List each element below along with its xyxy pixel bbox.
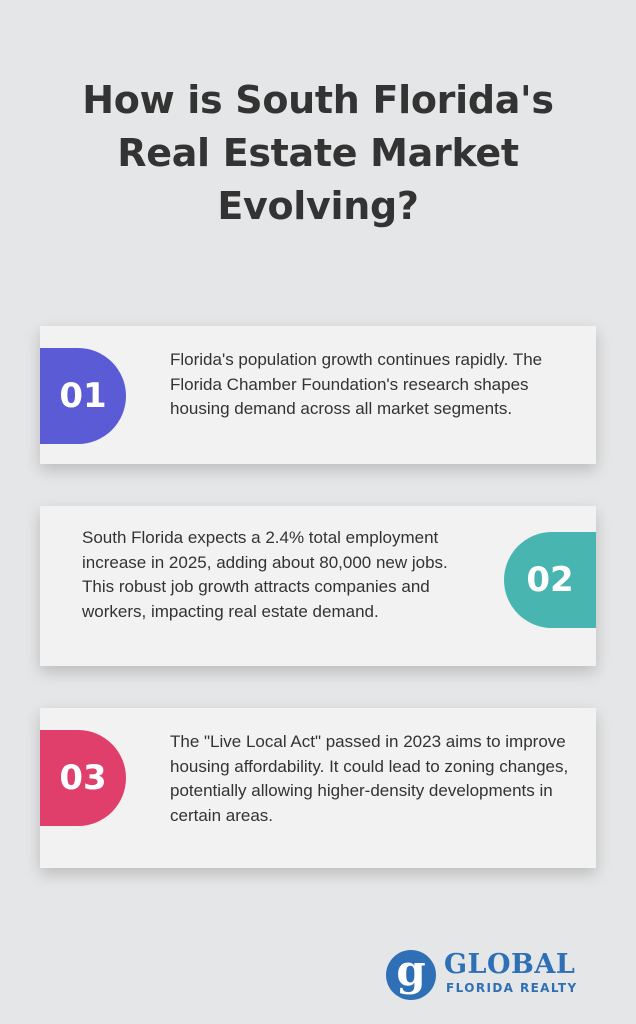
title-line-3: Evolving? — [217, 184, 419, 228]
number-badge-3: 03 — [40, 730, 126, 826]
card-text-3: The "Live Local Act" passed in 2023 aims… — [170, 732, 569, 825]
logo-tagline: FLORIDA REALTY — [446, 981, 578, 995]
brand-logo: g GLOBAL FLORIDA REALTY — [386, 946, 606, 1000]
logo-name: GLOBAL — [444, 949, 576, 980]
logo-g-icon: g — [386, 946, 436, 1000]
logo-mark-letter: g — [396, 946, 426, 995]
info-card-2: South Florida expects a 2.4% total emplo… — [40, 506, 596, 666]
title-line-2: Real Estate Market — [117, 131, 519, 175]
card-text-1: Florida's population growth continues ra… — [170, 350, 543, 418]
number-badge-1: 01 — [40, 348, 126, 444]
number-badge-2: 02 — [504, 532, 596, 628]
title-line-1: How is South Florida's — [82, 78, 554, 122]
card-text-2: South Florida expects a 2.4% total emplo… — [82, 528, 448, 621]
info-card-1: 01 Florida's population growth continues… — [40, 326, 596, 464]
page-title: How is South Florida's Real Estate Marke… — [0, 74, 636, 233]
info-card-3: 03 The "Live Local Act" passed in 2023 a… — [40, 708, 596, 868]
